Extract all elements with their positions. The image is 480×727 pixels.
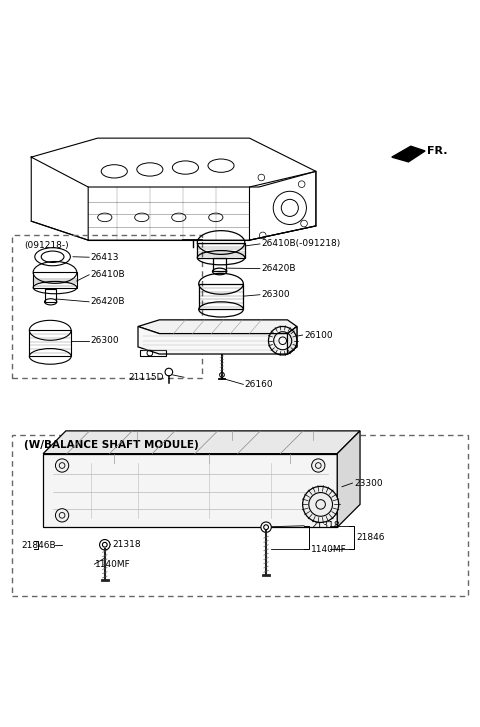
Bar bbox=[46, 289, 56, 302]
Bar bbox=[214, 257, 226, 271]
Bar bbox=[199, 284, 243, 310]
Polygon shape bbox=[43, 454, 337, 527]
Polygon shape bbox=[288, 326, 297, 354]
Bar bbox=[197, 243, 245, 257]
Polygon shape bbox=[43, 431, 360, 454]
Text: 21318: 21318 bbox=[112, 539, 141, 549]
Circle shape bbox=[99, 539, 110, 550]
Circle shape bbox=[56, 459, 69, 472]
Text: 26160: 26160 bbox=[245, 380, 274, 390]
Text: 21846: 21846 bbox=[356, 533, 385, 542]
Text: 23300: 23300 bbox=[354, 478, 383, 488]
Circle shape bbox=[56, 509, 69, 522]
Polygon shape bbox=[138, 320, 297, 334]
Text: 1140MF: 1140MF bbox=[96, 561, 131, 569]
Circle shape bbox=[312, 509, 325, 522]
Text: (091218-): (091218-) bbox=[24, 241, 69, 250]
Circle shape bbox=[261, 522, 271, 532]
Text: 26420B: 26420B bbox=[91, 297, 125, 306]
Text: 21115D: 21115D bbox=[129, 373, 164, 382]
Text: (W/BALANCE SHAFT MODULE): (W/BALANCE SHAFT MODULE) bbox=[24, 441, 199, 450]
Circle shape bbox=[302, 486, 339, 523]
Text: 26413: 26413 bbox=[91, 253, 119, 262]
Text: FR.: FR. bbox=[427, 146, 448, 156]
Text: 26420B: 26420B bbox=[261, 264, 296, 273]
Bar bbox=[33, 273, 77, 288]
Text: 21318: 21318 bbox=[311, 521, 340, 530]
Polygon shape bbox=[392, 146, 425, 162]
Polygon shape bbox=[138, 326, 297, 354]
Bar bbox=[12, 236, 202, 378]
Text: 1140MF: 1140MF bbox=[311, 545, 347, 554]
Text: 26410B(-091218): 26410B(-091218) bbox=[261, 239, 341, 249]
Bar bbox=[12, 435, 468, 596]
Bar bbox=[29, 330, 71, 356]
Text: 26300: 26300 bbox=[261, 290, 290, 300]
Text: 26410B: 26410B bbox=[91, 270, 125, 278]
Circle shape bbox=[312, 459, 325, 472]
Text: 21846B: 21846B bbox=[22, 541, 56, 550]
Text: 26100: 26100 bbox=[304, 331, 333, 340]
Text: 26300: 26300 bbox=[91, 336, 119, 345]
Polygon shape bbox=[337, 431, 360, 527]
Bar bbox=[140, 350, 167, 356]
